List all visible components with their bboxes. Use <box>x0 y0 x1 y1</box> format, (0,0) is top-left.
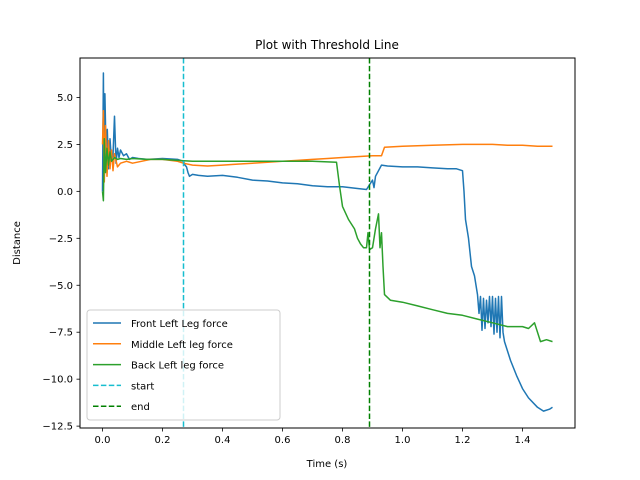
y-tick-label: 0.0 <box>57 187 73 198</box>
y-tick-label: −5.0 <box>49 281 73 292</box>
x-tick-label: 0.6 <box>275 435 291 446</box>
series-line-front-left-leg-force <box>101 72 553 412</box>
legend-label: end <box>131 402 150 413</box>
legend-box <box>86 309 281 421</box>
legend-label: Front Left Leg force <box>131 319 228 330</box>
x-tick-label: 0.0 <box>95 435 111 446</box>
legend: Front Left Leg force Middle Left leg forc… <box>86 309 281 421</box>
x-tick-label: 0.2 <box>155 435 171 446</box>
x-axis-label: Time (s) <box>306 459 348 470</box>
y-tick-label: 5.0 <box>57 93 73 104</box>
series-line-back-left-leg-force <box>101 138 553 343</box>
legend-label: Middle Left leg force <box>131 340 233 351</box>
y-axis: 5.0 2.5 0.0 −2.5 −5.0 −7.5 −10.0 −12.5 <box>42 93 80 433</box>
y-tick-label: −12.5 <box>42 422 73 433</box>
series-layer <box>101 58 553 428</box>
y-axis-label: Distance <box>12 221 23 265</box>
x-axis: 0.0 0.2 0.4 0.6 0.8 1.0 1.2 1.4 <box>95 428 531 446</box>
x-tick-label: 0.8 <box>335 435 351 446</box>
legend-label: Back Left leg force <box>131 361 224 372</box>
x-tick-label: 1.0 <box>395 435 411 446</box>
chart-title: Plot with Threshold Line <box>255 38 399 52</box>
y-tick-label: −10.0 <box>42 375 73 386</box>
y-tick-label: −7.5 <box>49 328 73 339</box>
plot-frame <box>79 57 576 429</box>
x-tick-label: 1.2 <box>455 435 471 446</box>
y-tick-label: −2.5 <box>49 234 73 245</box>
x-tick-label: 1.4 <box>515 435 531 446</box>
series-line-middle-left-leg-force <box>101 109 553 183</box>
y-tick-label: 2.5 <box>57 140 73 151</box>
x-tick-label: 0.4 <box>215 435 231 446</box>
legend-label: start <box>131 381 154 392</box>
